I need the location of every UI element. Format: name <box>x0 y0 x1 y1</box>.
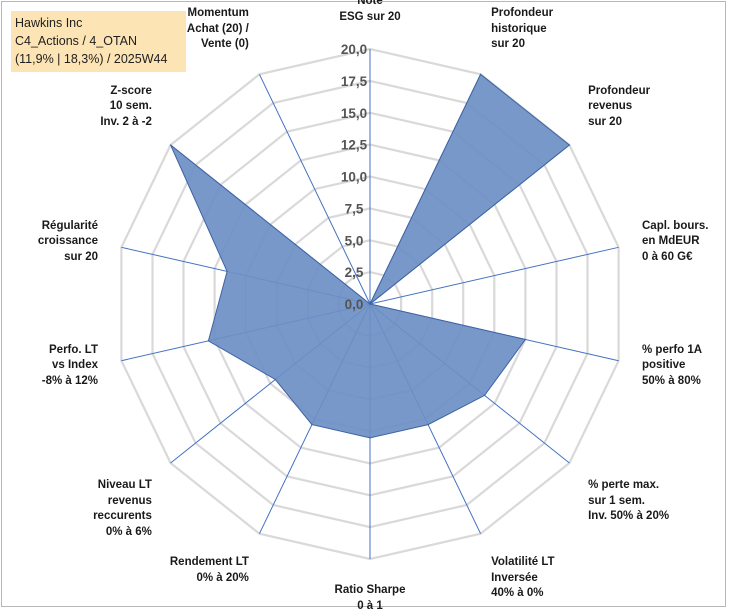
data-point-2 <box>480 74 481 75</box>
axis-label-line: Ratio Sharpe <box>335 583 406 599</box>
axis-label-line: Perfo. LT <box>42 343 98 359</box>
tick-label: 20,0 <box>341 42 367 57</box>
axis-label-line: sur 20 <box>491 37 553 53</box>
tick-label: 10,0 <box>341 170 367 185</box>
axis-label-line: 40% à 0% <box>491 586 554 602</box>
tick-label: 15,0 <box>341 106 367 121</box>
axis-label-line: Note <box>339 0 400 10</box>
axis-label-line: Volatilité LT <box>491 555 554 571</box>
axis-label-line: revenus <box>588 99 650 115</box>
chart-title-box: Hawkins Inc C4_Actions / 4_OTAN (11,9% |… <box>11 11 186 72</box>
axis-label-line: 0 à 1 <box>335 599 406 614</box>
axis-label-line: Vente (0) <box>187 37 249 53</box>
axis-label-line: sur 20 <box>38 250 98 266</box>
axis-label-line: vs Index <box>42 358 98 374</box>
data-point-10 <box>275 379 276 380</box>
axis-label-line: revenus <box>93 494 152 510</box>
data-point-12 <box>227 271 228 272</box>
data-point-5 <box>525 339 526 340</box>
axis-label-6: % perte max.sur 1 sem.Inv. 50% à 20% <box>588 478 669 525</box>
tick-label: 12,5 <box>341 138 368 153</box>
axis-label-line: Rendement LT <box>170 555 249 571</box>
title-performance: (11,9% | 18,3%) / 2025W44 <box>15 50 186 68</box>
axis-label-line: sur 20 <box>588 115 650 131</box>
axis-label-line: reccurents <box>93 509 152 525</box>
tick-label: 0,0 <box>345 297 364 312</box>
axis-label-line: Momentum <box>187 6 249 22</box>
axis-label-line: Profondeur <box>491 6 553 22</box>
data-point-7 <box>428 424 429 425</box>
title-company: Hawkins Inc <box>15 14 186 32</box>
axis-label-line: 0 à 60 G€ <box>642 250 708 266</box>
tick-label: 5,0 <box>345 233 364 248</box>
data-point-8 <box>369 437 370 438</box>
axis-label-line: Inversée <box>491 571 554 587</box>
tick-label: 17,5 <box>341 74 368 89</box>
data-point-11 <box>208 340 209 341</box>
axis-label-line: croissance <box>38 234 98 250</box>
axis-label-line: ESG sur 20 <box>339 10 400 26</box>
data-point-6 <box>484 395 485 396</box>
axis-label-line: -8% à 12% <box>42 374 98 390</box>
axis-label-line: sur 1 sem. <box>588 494 669 510</box>
radial-tick-labels: 0,0 2,5 5,0 7,5 10,0 12,5 15,0 17,5 20,0 <box>341 42 368 312</box>
axis-label-line: 0% à 20% <box>170 571 249 587</box>
axis-label-line: Capl. bours. <box>642 219 708 235</box>
axis-label-line: % perte max. <box>588 478 669 494</box>
axis-label-line: positive <box>642 358 702 374</box>
data-point-13 <box>170 144 171 145</box>
axis-label-line: Inv. 50% à 20% <box>588 509 669 525</box>
title-category: C4_Actions / 4_OTAN <box>15 32 186 50</box>
tick-label: 2,5 <box>345 265 364 280</box>
data-point-14 <box>369 303 370 304</box>
axis-label-line: Niveau LT <box>93 478 152 494</box>
axis-label-line: Régularité <box>38 219 98 235</box>
axis-label-line: Achat (20) / <box>187 22 249 38</box>
axis-label-line: 10 sem. <box>100 99 152 115</box>
axis-label-line: 0% à 6% <box>93 525 152 541</box>
axis-label-line: 50% à 80% <box>642 374 702 390</box>
data-point-3 <box>569 144 570 145</box>
data-point-9 <box>311 424 312 425</box>
axis-label-line: % perfo 1A <box>642 343 702 359</box>
tick-label: 7,5 <box>345 201 364 216</box>
axis-label-line: Z-score <box>100 84 152 100</box>
axis-label-line: historique <box>491 22 553 38</box>
axis-label-line: Profondeur <box>588 84 650 100</box>
axis-label-line: en MdEUR <box>642 234 708 250</box>
axis-label-line: Inv. 2 à -2 <box>100 115 152 131</box>
